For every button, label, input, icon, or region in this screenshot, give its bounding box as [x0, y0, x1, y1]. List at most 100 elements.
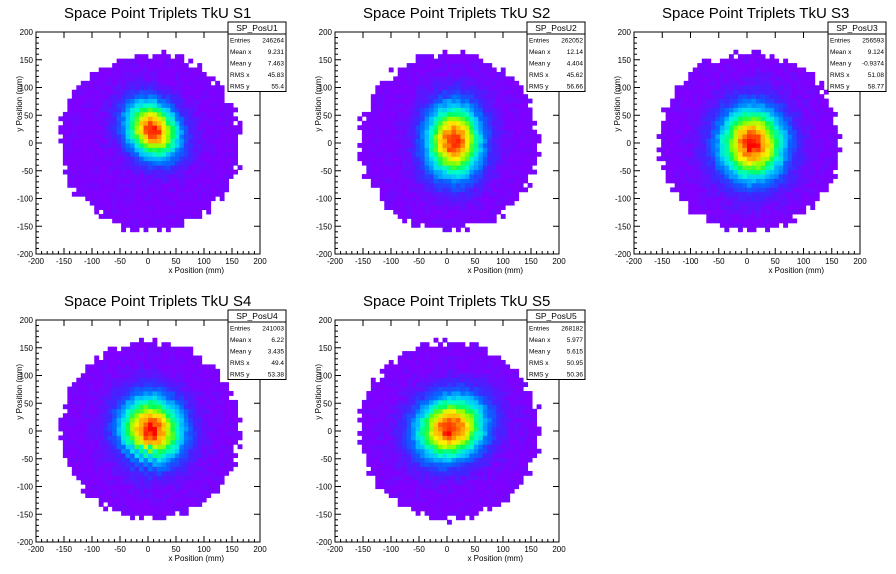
heatmap-bin — [134, 506, 140, 512]
heatmap-bin — [505, 156, 511, 162]
heatmap-bin — [107, 200, 113, 206]
y-tick-label: -200 — [316, 250, 333, 259]
heatmap-bin — [152, 377, 158, 383]
heatmap-bin — [460, 63, 466, 68]
heatmap-bin — [778, 169, 784, 175]
heatmap-bin — [134, 125, 140, 131]
heatmap-bin — [143, 475, 149, 481]
heatmap-bin — [215, 134, 221, 139]
heatmap-bin — [460, 160, 466, 166]
heatmap-bin — [103, 67, 109, 73]
heatmap-bin — [143, 187, 149, 193]
heatmap-bin — [679, 129, 685, 135]
heatmap-bin — [179, 214, 185, 219]
heatmap-bin — [496, 205, 502, 210]
heatmap-bin — [464, 129, 470, 135]
heatmap-bin — [174, 107, 180, 113]
heatmap-bin — [438, 151, 443, 157]
heatmap-bin — [148, 89, 153, 95]
heatmap-bin — [442, 49, 448, 55]
heatmap-bin — [411, 191, 417, 197]
heatmap-bin — [393, 107, 399, 113]
heatmap-bin — [80, 453, 86, 459]
heatmap-bin — [724, 200, 730, 206]
heatmap-bin — [438, 156, 443, 162]
heatmap-bin — [116, 156, 122, 162]
heatmap-bin — [125, 63, 131, 68]
heatmap-bin — [107, 470, 113, 476]
heatmap-bin — [402, 174, 408, 179]
heatmap-bin — [165, 368, 171, 374]
heatmap-bin — [411, 98, 417, 104]
heatmap-bin — [411, 80, 417, 86]
heatmap-bin — [473, 134, 479, 139]
heatmap-bin — [429, 143, 434, 148]
heatmap-bin — [756, 196, 761, 202]
heatmap-bin — [98, 151, 104, 157]
heatmap-bin — [473, 116, 479, 122]
heatmap-bin — [460, 67, 466, 73]
heatmap-bin — [724, 151, 730, 157]
heatmap-bin — [787, 120, 793, 126]
heatmap-bin — [491, 129, 497, 135]
heatmap-bin — [469, 58, 475, 64]
heatmap-bin — [442, 169, 448, 175]
heatmap-bin — [76, 94, 82, 99]
heatmap-bin — [683, 147, 689, 153]
heatmap-bin — [701, 178, 707, 184]
heatmap-bin — [728, 174, 734, 179]
heatmap-bin — [424, 205, 430, 210]
heatmap-bin — [455, 80, 461, 86]
heatmap-bin — [442, 178, 448, 184]
heatmap-bin — [402, 116, 408, 122]
heatmap-bin — [107, 484, 113, 490]
heatmap-bin — [107, 98, 113, 104]
heatmap-bin — [460, 138, 466, 144]
heatmap-bin — [170, 466, 176, 472]
heatmap-bin — [165, 457, 171, 463]
heatmap-bin — [174, 120, 180, 126]
heatmap-bin — [415, 214, 421, 219]
heatmap-bin — [509, 200, 515, 206]
heatmap-bin — [375, 94, 381, 99]
heatmap-bin — [438, 191, 443, 197]
heatmap-bin — [148, 444, 153, 450]
heatmap-bin — [143, 214, 149, 219]
heatmap-bin — [500, 214, 506, 219]
heatmap-bin — [121, 484, 126, 490]
heatmap-bin — [683, 125, 689, 131]
heatmap-bin — [130, 479, 135, 485]
heatmap-bin — [796, 151, 802, 157]
heatmap-bin — [161, 49, 167, 55]
heatmap-bin — [819, 151, 825, 157]
heatmap-bin — [76, 89, 82, 95]
heatmap-bin — [828, 147, 834, 153]
heatmap-bin — [156, 125, 162, 131]
x-tick-label: -100 — [84, 257, 101, 266]
heatmap-bin — [823, 178, 829, 184]
heatmap-bin — [98, 368, 104, 374]
heatmap-bin — [192, 182, 198, 188]
heatmap-bin — [152, 103, 158, 108]
heatmap-bin — [491, 116, 497, 122]
heatmap-bin — [170, 63, 176, 68]
heatmap-bin — [192, 205, 198, 210]
heatmap-bin — [393, 205, 399, 210]
heatmap-bin — [152, 125, 158, 131]
heatmap-bin — [491, 80, 497, 86]
heatmap-bin — [478, 165, 484, 171]
heatmap-bin — [67, 444, 73, 450]
heatmap-bin — [747, 94, 752, 99]
heatmap-bin — [451, 191, 457, 197]
heatmap-bin — [402, 156, 408, 162]
heatmap-bin — [697, 116, 703, 122]
heatmap-bin — [375, 160, 381, 166]
heatmap-bin — [152, 54, 158, 60]
heatmap-bin — [460, 134, 466, 139]
heatmap-bin — [165, 479, 171, 485]
heatmap-bin — [80, 391, 86, 396]
heatmap-bin — [197, 160, 203, 166]
heatmap-bin — [473, 80, 479, 86]
heatmap-bin — [71, 98, 77, 104]
heatmap-bin — [688, 116, 694, 122]
